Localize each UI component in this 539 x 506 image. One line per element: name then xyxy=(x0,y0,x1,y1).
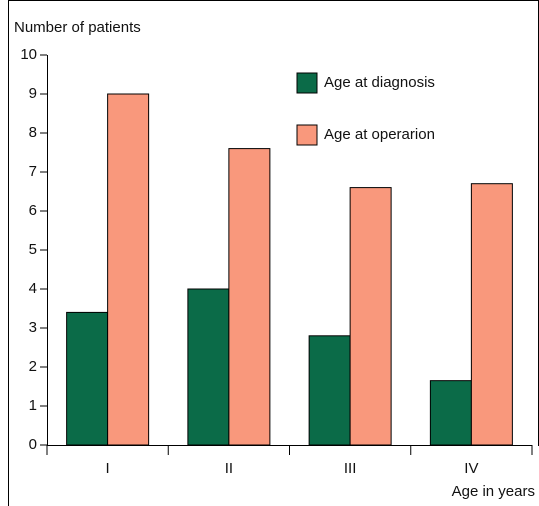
y-tick-label: 5 xyxy=(29,241,37,258)
y-tick-label: 6 xyxy=(29,202,37,219)
bar xyxy=(429,380,472,446)
y-tick-label: 1 xyxy=(29,397,37,414)
bar xyxy=(470,183,513,446)
bar xyxy=(187,288,230,446)
bar xyxy=(107,93,150,446)
legend-label: Age at diagnosis xyxy=(324,74,435,91)
bar xyxy=(228,148,271,446)
x-tick-label: II xyxy=(225,460,233,477)
x-axis-label: Age in years xyxy=(452,483,535,500)
y-tick-label: 9 xyxy=(29,85,37,102)
y-tick-label: 7 xyxy=(29,163,37,180)
y-tick-label: 8 xyxy=(29,124,37,141)
legend-swatch xyxy=(296,72,318,94)
bar xyxy=(308,335,351,446)
bar xyxy=(66,311,109,446)
legend-label: Age at operarion xyxy=(324,126,435,143)
x-tick-label: IV xyxy=(464,460,478,477)
y-tick-label: 2 xyxy=(29,358,37,375)
legend-swatch xyxy=(296,124,318,146)
y-tick-label: 0 xyxy=(29,436,37,453)
x-tick-label: III xyxy=(344,460,357,477)
y-axis-label: Number of patients xyxy=(14,19,141,36)
y-tick-label: 4 xyxy=(29,280,37,297)
y-tick-label: 10 xyxy=(20,46,37,63)
x-tick-label: I xyxy=(106,460,110,477)
bar xyxy=(349,187,392,446)
y-tick-label: 3 xyxy=(29,319,37,336)
